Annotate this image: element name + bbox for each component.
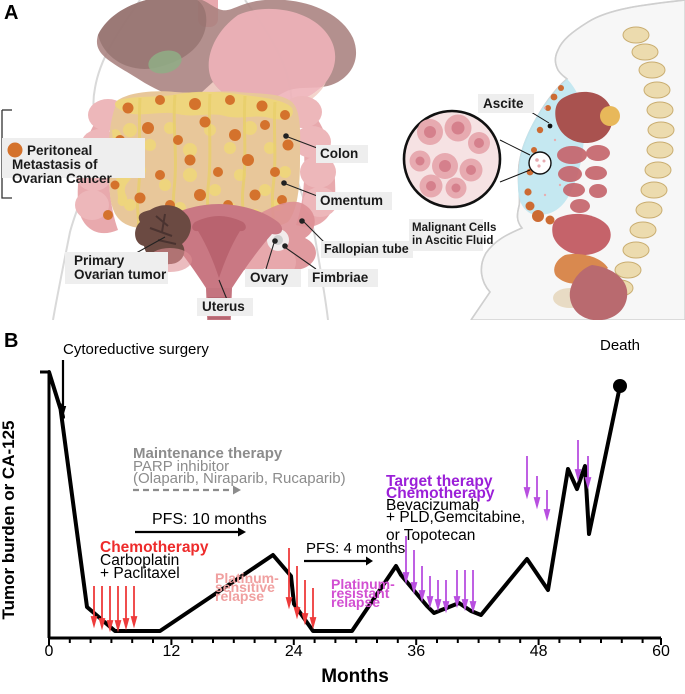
svg-text:in Ascitic Fluid: in Ascitic Fluid (412, 235, 493, 247)
svg-text:Months: Months (321, 666, 389, 687)
svg-text:+ PLD,Gemcitabine,: + PLD,Gemcitabine, (386, 509, 525, 526)
svg-text:Ascite: Ascite (483, 96, 524, 111)
svg-text:Tumor burden or CA-125: Tumor burden or CA-125 (0, 421, 18, 620)
svg-text:relapse: relapse (331, 594, 380, 610)
svg-text:0: 0 (45, 643, 54, 660)
svg-text:48: 48 (530, 643, 548, 660)
svg-text:or Topotecan: or Topotecan (386, 527, 475, 544)
svg-text:60: 60 (652, 643, 670, 660)
svg-text:+ Paclitaxel: + Paclitaxel (100, 565, 180, 582)
svg-text:PFS: 10 months: PFS: 10 months (152, 511, 267, 528)
svg-text:relapse: relapse (215, 588, 264, 604)
svg-text:(Olaparib, Niraparib, Rucapari: (Olaparib, Niraparib, Rucaparib) (133, 470, 346, 487)
svg-text:Cytoreductive surgery: Cytoreductive surgery (63, 341, 209, 358)
svg-text:Malignant Cells: Malignant Cells (412, 222, 496, 234)
svg-text:36: 36 (407, 643, 425, 660)
svg-text:24: 24 (285, 643, 303, 660)
svg-text:12: 12 (163, 643, 181, 660)
svg-text:Death: Death (600, 337, 640, 354)
